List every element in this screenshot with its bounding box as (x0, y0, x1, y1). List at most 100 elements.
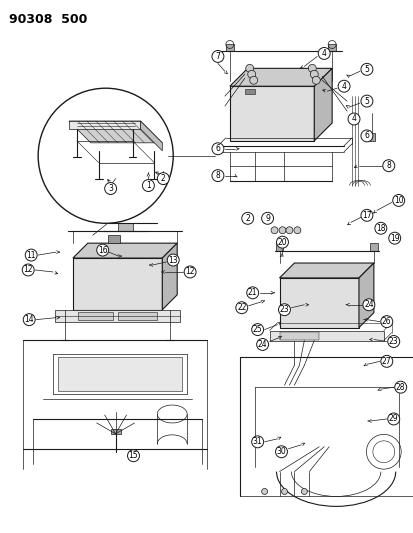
Text: 26: 26 (381, 317, 391, 326)
Circle shape (293, 227, 300, 234)
Circle shape (211, 51, 223, 62)
Text: 12: 12 (24, 265, 33, 274)
Circle shape (301, 489, 306, 495)
Polygon shape (73, 243, 177, 258)
Text: 7: 7 (215, 52, 220, 61)
Polygon shape (58, 358, 182, 391)
Text: 23: 23 (388, 337, 398, 346)
Text: 13: 13 (168, 255, 178, 264)
Circle shape (394, 381, 406, 393)
Text: 2: 2 (161, 174, 165, 183)
Polygon shape (368, 133, 374, 141)
Text: 12: 12 (185, 268, 195, 277)
Circle shape (360, 130, 372, 142)
Polygon shape (73, 258, 162, 310)
Circle shape (256, 338, 268, 350)
Circle shape (337, 80, 349, 92)
Circle shape (276, 236, 288, 248)
Circle shape (380, 356, 392, 367)
Polygon shape (269, 330, 383, 341)
Polygon shape (78, 312, 112, 320)
Polygon shape (225, 44, 233, 52)
Text: 19: 19 (389, 233, 399, 243)
Polygon shape (55, 310, 180, 321)
Polygon shape (69, 121, 140, 129)
Polygon shape (110, 429, 120, 434)
Text: 4: 4 (341, 82, 346, 91)
Polygon shape (229, 86, 313, 141)
Polygon shape (69, 121, 162, 143)
Polygon shape (140, 121, 162, 151)
Circle shape (308, 64, 316, 72)
Text: 25: 25 (252, 325, 262, 334)
Circle shape (25, 249, 37, 261)
Circle shape (251, 324, 263, 336)
Polygon shape (358, 263, 373, 328)
Polygon shape (117, 312, 157, 320)
Text: 5: 5 (363, 65, 368, 74)
Circle shape (22, 264, 34, 276)
Text: 3: 3 (108, 184, 113, 193)
Circle shape (311, 76, 320, 84)
Polygon shape (279, 263, 373, 278)
Text: 9: 9 (264, 214, 269, 223)
Circle shape (278, 304, 290, 316)
Circle shape (388, 232, 400, 244)
Circle shape (142, 180, 154, 191)
Circle shape (251, 436, 263, 448)
Circle shape (157, 173, 169, 184)
Circle shape (278, 227, 285, 234)
Polygon shape (275, 243, 283, 251)
Circle shape (271, 227, 278, 234)
Polygon shape (107, 235, 119, 243)
Circle shape (285, 227, 292, 234)
Text: 6: 6 (215, 144, 220, 154)
Circle shape (360, 95, 372, 107)
Circle shape (241, 212, 253, 224)
Text: 2: 2 (245, 214, 249, 223)
Circle shape (249, 76, 257, 84)
Polygon shape (279, 332, 318, 340)
Circle shape (275, 446, 287, 458)
Text: 1: 1 (146, 181, 150, 190)
Circle shape (104, 183, 116, 195)
Circle shape (23, 314, 35, 326)
Text: 30: 30 (276, 447, 286, 456)
Circle shape (360, 63, 372, 75)
Circle shape (310, 70, 318, 78)
Circle shape (261, 489, 267, 495)
Text: 10: 10 (393, 196, 403, 205)
Text: 6: 6 (363, 131, 368, 140)
Circle shape (245, 64, 253, 72)
Text: 15: 15 (128, 451, 138, 460)
Circle shape (347, 113, 359, 125)
Text: 17: 17 (361, 211, 371, 220)
Polygon shape (162, 243, 177, 310)
Circle shape (387, 413, 399, 425)
Circle shape (211, 169, 223, 182)
Circle shape (374, 222, 386, 234)
Circle shape (382, 160, 394, 172)
Circle shape (235, 302, 247, 314)
Circle shape (360, 209, 372, 221)
Circle shape (281, 489, 287, 495)
Text: 31: 31 (252, 437, 262, 446)
Text: 16: 16 (97, 246, 107, 255)
Circle shape (387, 336, 399, 348)
Text: 27: 27 (381, 357, 391, 366)
Text: 29: 29 (388, 415, 398, 424)
Text: 4: 4 (351, 115, 356, 124)
Text: 24: 24 (363, 300, 373, 309)
Circle shape (246, 287, 258, 299)
Text: 90308  500: 90308 500 (9, 13, 88, 26)
Circle shape (127, 450, 139, 462)
Text: 20: 20 (277, 238, 287, 247)
Text: 18: 18 (375, 224, 385, 233)
Circle shape (184, 266, 196, 278)
Polygon shape (244, 89, 254, 94)
Polygon shape (313, 68, 331, 141)
Circle shape (97, 244, 108, 256)
Circle shape (211, 143, 223, 155)
Circle shape (261, 212, 273, 224)
Polygon shape (229, 68, 331, 86)
